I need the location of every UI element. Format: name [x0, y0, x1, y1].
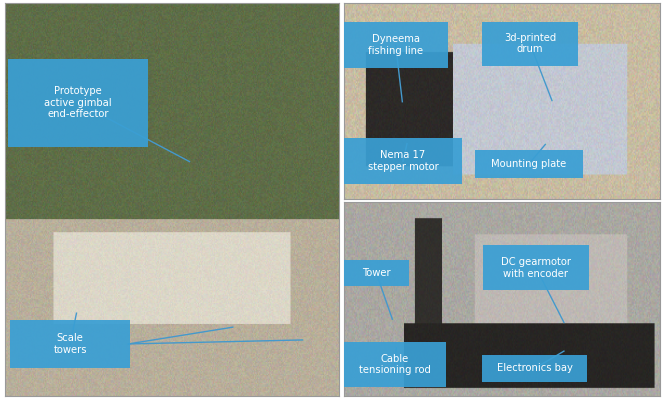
Text: Electronics bay: Electronics bay — [497, 363, 573, 373]
Text: Mounting plate: Mounting plate — [491, 159, 567, 169]
Text: Tower: Tower — [362, 268, 391, 279]
Text: 3d-printed
drum: 3d-printed drum — [504, 33, 556, 55]
Text: Nema 17
stepper motor: Nema 17 stepper motor — [368, 150, 438, 172]
Text: Cable
tensioning rod: Cable tensioning rod — [359, 354, 431, 375]
Text: Dyneema
fishing line: Dyneema fishing line — [368, 34, 423, 56]
Text: DC gearmotor
with encoder: DC gearmotor with encoder — [501, 257, 571, 279]
Text: Prototype
active gimbal
end-effector: Prototype active gimbal end-effector — [45, 86, 112, 119]
Text: Scale
towers: Scale towers — [53, 333, 87, 355]
